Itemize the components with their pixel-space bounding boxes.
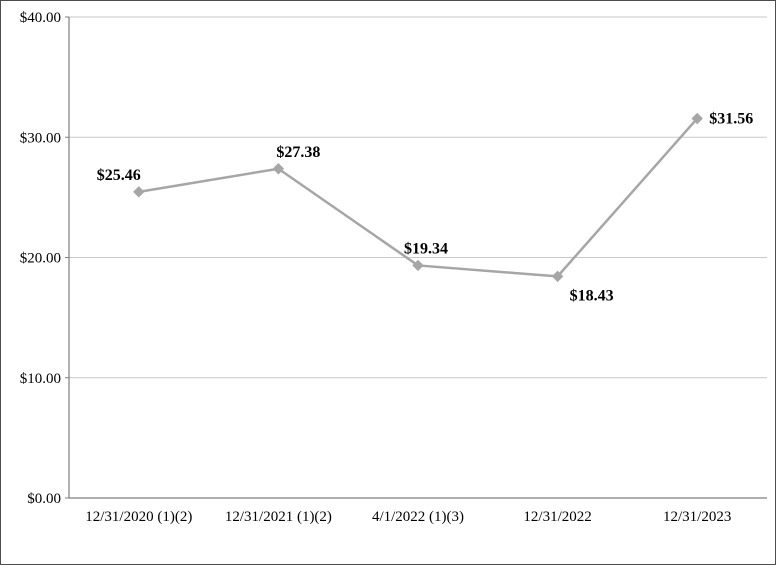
x-axis-tick-label: 12/31/2021 (1)(2): [225, 509, 332, 525]
data-point-marker: [133, 186, 145, 198]
x-axis-tick-label: 12/31/2023: [663, 509, 731, 525]
data-point-label: $18.43: [570, 287, 614, 304]
y-axis-tick-label: $0.00: [27, 491, 61, 507]
data-point-marker: [551, 270, 564, 283]
y-axis-tick-label: $10.00: [20, 371, 61, 387]
x-axis-tick-label: 12/31/2022: [523, 509, 591, 525]
data-point-marker: [412, 259, 424, 272]
data-point-label: $31.56: [709, 110, 753, 127]
y-axis-tick-label: $30.00: [20, 130, 61, 146]
y-axis-tick-label: $20.00: [20, 251, 61, 267]
data-point-marker: [272, 163, 285, 175]
y-axis-tick-label: $40.00: [20, 10, 61, 26]
x-axis-tick-label: 12/31/2020 (1)(2): [85, 509, 192, 525]
x-axis-tick-label: 4/1/2022 (1)(3): [372, 509, 464, 525]
data-point-marker: [691, 112, 703, 125]
data-point-label: $27.38: [276, 144, 320, 161]
data-point-label: $25.46: [97, 167, 141, 184]
data-point-label: $19.34: [404, 240, 448, 257]
